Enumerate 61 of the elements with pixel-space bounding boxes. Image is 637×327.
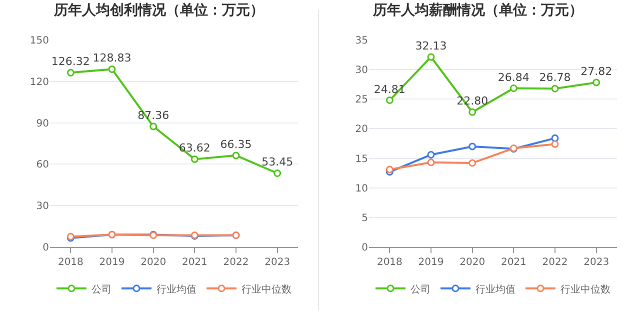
legend-label: 行业均值 (156, 283, 196, 296)
x-tick-label: 2019 (99, 257, 125, 268)
x-tick-label: 2022 (223, 257, 249, 268)
x-tick-label: 2023 (584, 257, 610, 268)
point (386, 96, 394, 104)
x-tick-label: 2018 (58, 257, 84, 268)
legend-label: 行业中位数 (560, 283, 610, 296)
point (427, 158, 435, 166)
legend-label: 行业均值 (476, 283, 516, 296)
point (386, 166, 394, 174)
point (427, 150, 435, 158)
data-label: 26.84 (498, 70, 530, 84)
point (468, 142, 476, 150)
y-tick-label: 0 (362, 242, 368, 254)
point (274, 169, 282, 177)
y-tick-label: 0 (42, 242, 49, 254)
y-tick-label: 30 (36, 201, 49, 212)
chart-title: 历年人均薪酬情况（单位：万元） (372, 2, 583, 19)
y-tick-label: 20 (355, 124, 368, 136)
chart-title: 历年人均创利情况（单位：万元） (53, 2, 264, 19)
legend-label: 公司 (92, 283, 112, 296)
point (468, 159, 476, 167)
point (232, 152, 240, 160)
point (551, 134, 559, 142)
data-label: 32.13 (415, 39, 447, 52)
point (150, 122, 158, 130)
x-tick-label: 2020 (460, 257, 486, 268)
point (592, 78, 600, 86)
data-label: 27.82 (580, 64, 612, 78)
y-tick-label: 120 (30, 76, 49, 88)
y-tick-label: 30 (355, 65, 368, 76)
point (551, 140, 559, 148)
x-tick-label: 2021 (182, 257, 208, 268)
data-label: 126.32 (51, 55, 90, 68)
point (427, 53, 435, 61)
point (510, 84, 518, 92)
x-tick-label: 2022 (542, 257, 568, 268)
legend-label: 行业中位数 (242, 283, 292, 296)
y-tick-label: 150 (30, 36, 49, 46)
point (108, 65, 116, 73)
point (551, 84, 559, 92)
point (66, 68, 74, 76)
data-label: 128.83 (92, 52, 132, 65)
data-label: 26.78 (539, 71, 571, 84)
x-tick-label: 2023 (264, 257, 290, 268)
x-tick-label: 2019 (418, 257, 444, 268)
y-tick-label: 10 (355, 183, 368, 194)
point (190, 155, 198, 163)
data-label: 66.35 (220, 138, 252, 151)
point (468, 108, 476, 116)
y-tick-label: 25 (355, 94, 368, 106)
data-label: 53.45 (262, 156, 294, 169)
legend-label: 公司 (410, 283, 430, 296)
y-tick-label: 5 (362, 212, 368, 224)
y-tick-label: 15 (355, 154, 368, 165)
x-tick-label: 2021 (500, 257, 526, 268)
y-tick-label: 60 (36, 160, 49, 171)
x-tick-label: 2020 (140, 257, 166, 268)
y-tick-label: 90 (36, 118, 49, 130)
y-tick-label: 35 (355, 36, 368, 46)
x-tick-label: 2018 (376, 257, 402, 268)
